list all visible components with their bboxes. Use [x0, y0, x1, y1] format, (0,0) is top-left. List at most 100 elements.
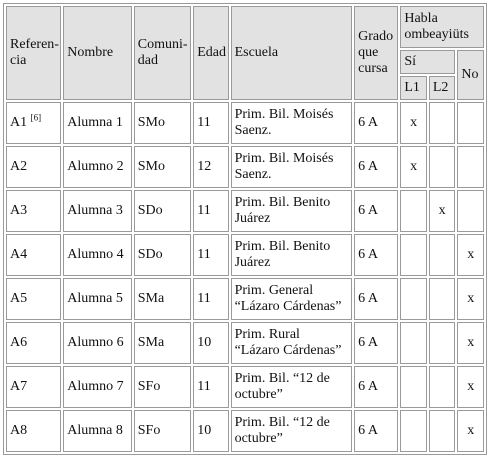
cell-escuela: Prim. Bil. Moisés Saenz. — [230, 146, 353, 188]
cell-l1 — [400, 410, 427, 452]
cell-referencia: A2 — [6, 146, 62, 188]
cell-l2 — [428, 278, 456, 320]
cell-grado: 6 A — [354, 366, 399, 408]
cell-l1 — [400, 190, 427, 232]
table-row: A5 Alumna 5 SMa 11 Prim. General “Lázaro Cár… — [6, 278, 484, 320]
cell-comunidad: SDo — [133, 190, 192, 232]
cell-l1 — [400, 278, 427, 320]
cell-nombre: Alumna 5 — [63, 278, 132, 320]
referencia-text: A6 — [10, 335, 28, 350]
cell-edad: 11 — [193, 190, 229, 232]
cell-comunidad: SMo — [133, 102, 192, 144]
footnote-ref[interactable]: [6] — [30, 112, 42, 123]
cell-escuela: Prim. Rural “Lázaro Cárdenas” — [230, 322, 353, 364]
cell-grado: 6 A — [354, 410, 399, 452]
cell-edad: 11 — [193, 102, 229, 144]
cell-l1 — [400, 322, 427, 364]
table-header: Referen-cia Nombre Comuni-dad Edad Escue… — [6, 6, 484, 100]
cell-l2: x — [428, 190, 456, 232]
cell-grado: 6 A — [354, 278, 399, 320]
cell-grado: 6 A — [354, 102, 399, 144]
cell-comunidad: SMa — [133, 322, 192, 364]
cell-l1 — [400, 366, 427, 408]
cell-referencia: A4 — [6, 234, 62, 276]
cell-edad: 10 — [193, 322, 229, 364]
referencia-text: A1 — [10, 115, 28, 130]
cell-nombre: Alumno 4 — [63, 234, 132, 276]
cell-no — [457, 102, 484, 144]
cell-escuela: Prim. General “Lázaro Cárdenas” — [230, 278, 353, 320]
table-row: A3 Alumna 3 SDo 11 Prim. Bil. Benito Juárez 6… — [6, 190, 484, 232]
cell-no: x — [457, 278, 484, 320]
cell-no: x — [457, 234, 484, 276]
cell-referencia: A8 — [6, 410, 62, 452]
cell-edad: 11 — [193, 366, 229, 408]
cell-escuela: Prim. Bil. “12 de octubre” — [230, 410, 353, 452]
cell-nombre: Alumno 6 — [63, 322, 132, 364]
table-row: A8 Alumna 8 SFo 10 Prim. Bil. “12 de octubre… — [6, 410, 484, 452]
header-no: No — [457, 50, 484, 100]
table-row: A6 Alumno 6 SMa 10 Prim. Rural “Lázaro Cárde… — [6, 322, 484, 364]
cell-nombre: Alumno 7 — [63, 366, 132, 408]
cell-edad: 10 — [193, 410, 229, 452]
referencia-text: A5 — [10, 291, 28, 306]
cell-escuela: Prim. Bil. “12 de octubre” — [230, 366, 353, 408]
referencia-text: A2 — [10, 159, 28, 174]
table-row: A4 Alumno 4 SDo 11 Prim. Bil. Benito Juárez 6… — [6, 234, 484, 276]
cell-comunidad: SMa — [133, 278, 192, 320]
cell-l1: x — [400, 146, 427, 188]
cell-escuela: Prim. Bil. Moisés Saenz. — [230, 102, 353, 144]
students-table: Referen-cia Nombre Comuni-dad Edad Escue… — [3, 3, 487, 455]
cell-l2 — [428, 102, 456, 144]
header-nombre: Nombre — [63, 6, 132, 100]
cell-l1 — [400, 234, 427, 276]
cell-l1: x — [400, 102, 427, 144]
header-l2: L2 — [428, 76, 456, 100]
cell-nombre: Alumna 3 — [63, 190, 132, 232]
cell-no — [457, 190, 484, 232]
cell-escuela: Prim. Bil. Benito Juárez — [230, 234, 353, 276]
cell-referencia: A3 — [6, 190, 62, 232]
cell-grado: 6 A — [354, 190, 399, 232]
cell-l2 — [428, 234, 456, 276]
cell-l2 — [428, 366, 456, 408]
cell-l2 — [428, 146, 456, 188]
table-body: A1 [6] Alumna 1 SMo 11 Prim. Bil. Moisés Sae… — [6, 102, 484, 452]
cell-comunidad: SDo — [133, 234, 192, 276]
table-row: A2 Alumno 2 SMo 12 Prim. Bil. Moisés Saenz. 6… — [6, 146, 484, 188]
header-si: Sí — [400, 50, 456, 74]
header-referencia: Referen-cia — [6, 6, 62, 100]
cell-no: x — [457, 410, 484, 452]
cell-escuela: Prim. Bil. Benito Juárez — [230, 190, 353, 232]
cell-grado: 6 A — [354, 146, 399, 188]
cell-nombre: Alumna 8 — [63, 410, 132, 452]
table-row: A1 [6] Alumna 1 SMo 11 Prim. Bil. Moisés Sae… — [6, 102, 484, 144]
referencia-text: A3 — [10, 203, 28, 218]
cell-no — [457, 146, 484, 188]
referencia-text: A4 — [10, 247, 28, 262]
cell-no: x — [457, 322, 484, 364]
cell-comunidad: SFo — [133, 366, 192, 408]
cell-referencia: A1 [6] — [6, 102, 62, 144]
cell-referencia: A7 — [6, 366, 62, 408]
cell-l2 — [428, 322, 456, 364]
cell-nombre: Alumno 2 — [63, 146, 132, 188]
cell-comunidad: SMo — [133, 146, 192, 188]
cell-no: x — [457, 366, 484, 408]
cell-edad: 12 — [193, 146, 229, 188]
header-escuela: Escuela — [230, 6, 353, 100]
cell-nombre: Alumna 1 — [63, 102, 132, 144]
referencia-text: A7 — [10, 379, 28, 394]
table-row: A7 Alumno 7 SFo 11 Prim. Bil. “12 de octubre… — [6, 366, 484, 408]
header-edad: Edad — [193, 6, 229, 100]
cell-edad: 11 — [193, 278, 229, 320]
cell-grado: 6 A — [354, 234, 399, 276]
cell-referencia: A6 — [6, 322, 62, 364]
cell-comunidad: SFo — [133, 410, 192, 452]
header-grado: Grado que cursa — [354, 6, 399, 100]
header-habla: Habla ombeayiüts — [400, 6, 484, 48]
header-l1: L1 — [400, 76, 427, 100]
cell-edad: 11 — [193, 234, 229, 276]
referencia-text: A8 — [10, 423, 28, 438]
header-comunidad: Comuni-dad — [133, 6, 192, 100]
